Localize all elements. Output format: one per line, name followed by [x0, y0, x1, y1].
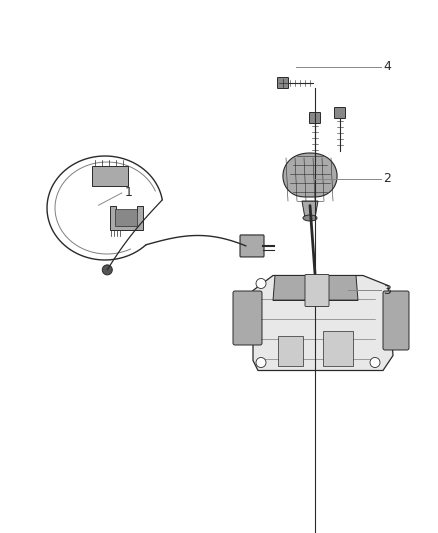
FancyBboxPatch shape: [305, 274, 329, 306]
FancyBboxPatch shape: [278, 77, 289, 88]
FancyBboxPatch shape: [310, 112, 321, 124]
Polygon shape: [283, 153, 337, 197]
FancyBboxPatch shape: [240, 235, 264, 257]
Ellipse shape: [303, 215, 317, 221]
Circle shape: [102, 265, 112, 275]
FancyBboxPatch shape: [233, 291, 262, 345]
FancyBboxPatch shape: [383, 291, 409, 350]
Circle shape: [256, 358, 266, 367]
Polygon shape: [302, 201, 318, 218]
Circle shape: [370, 358, 380, 367]
Circle shape: [256, 279, 266, 288]
Polygon shape: [92, 166, 128, 186]
Polygon shape: [273, 276, 358, 301]
Text: 4: 4: [383, 60, 391, 73]
Polygon shape: [253, 276, 393, 370]
FancyBboxPatch shape: [335, 108, 346, 118]
Text: 2: 2: [383, 172, 391, 185]
Polygon shape: [323, 330, 353, 366]
Text: 1: 1: [125, 187, 133, 199]
Text: 3: 3: [383, 284, 391, 297]
Polygon shape: [278, 335, 303, 366]
Polygon shape: [110, 206, 143, 230]
FancyBboxPatch shape: [116, 209, 138, 227]
